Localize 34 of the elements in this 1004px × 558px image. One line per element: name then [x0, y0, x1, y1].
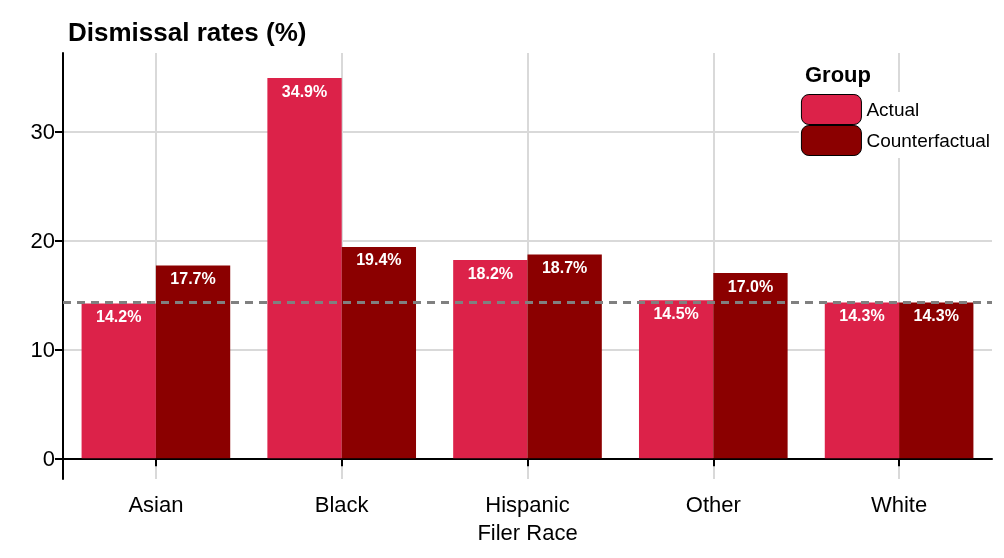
legend-title: Group [805, 61, 872, 87]
data-label: 17.7% [170, 269, 216, 287]
bar [527, 254, 602, 459]
bar [155, 265, 231, 459]
x-tick-label: Asian [128, 491, 184, 517]
bar [341, 246, 417, 459]
chart-title: Dismissal rates (%) [68, 17, 307, 47]
x-tick-label: Hispanic [485, 491, 570, 517]
y-tick-label: 20 [30, 227, 55, 253]
y-tick-label: 30 [30, 118, 55, 144]
legend-label: Actual [866, 99, 920, 120]
y-tick-label: 0 [42, 445, 55, 471]
data-label: 14.3% [913, 307, 959, 324]
data-label: 14.3% [839, 307, 885, 324]
data-label: 19.4% [356, 251, 402, 269]
bar [713, 273, 788, 459]
data-label: 18.7% [541, 259, 588, 277]
y-tick-label: 10 [30, 336, 55, 362]
bar [824, 302, 900, 459]
x-tick-label: Other [685, 491, 741, 517]
data-label: 34.9% [281, 82, 328, 100]
bar [453, 260, 528, 459]
bar [899, 302, 974, 459]
x-axis-title: Filer Race [477, 519, 578, 545]
legend-label: Counterfactual [866, 130, 990, 151]
bar [81, 303, 156, 459]
data-label: 14.5% [653, 304, 699, 322]
bar [638, 300, 714, 459]
data-label: 18.2% [467, 264, 514, 282]
data-label: 17.0% [727, 277, 774, 295]
bar [267, 78, 342, 459]
x-tick-label: Black [314, 491, 370, 517]
data-label: 14.2% [96, 308, 142, 326]
x-tick-label: White [870, 491, 928, 517]
